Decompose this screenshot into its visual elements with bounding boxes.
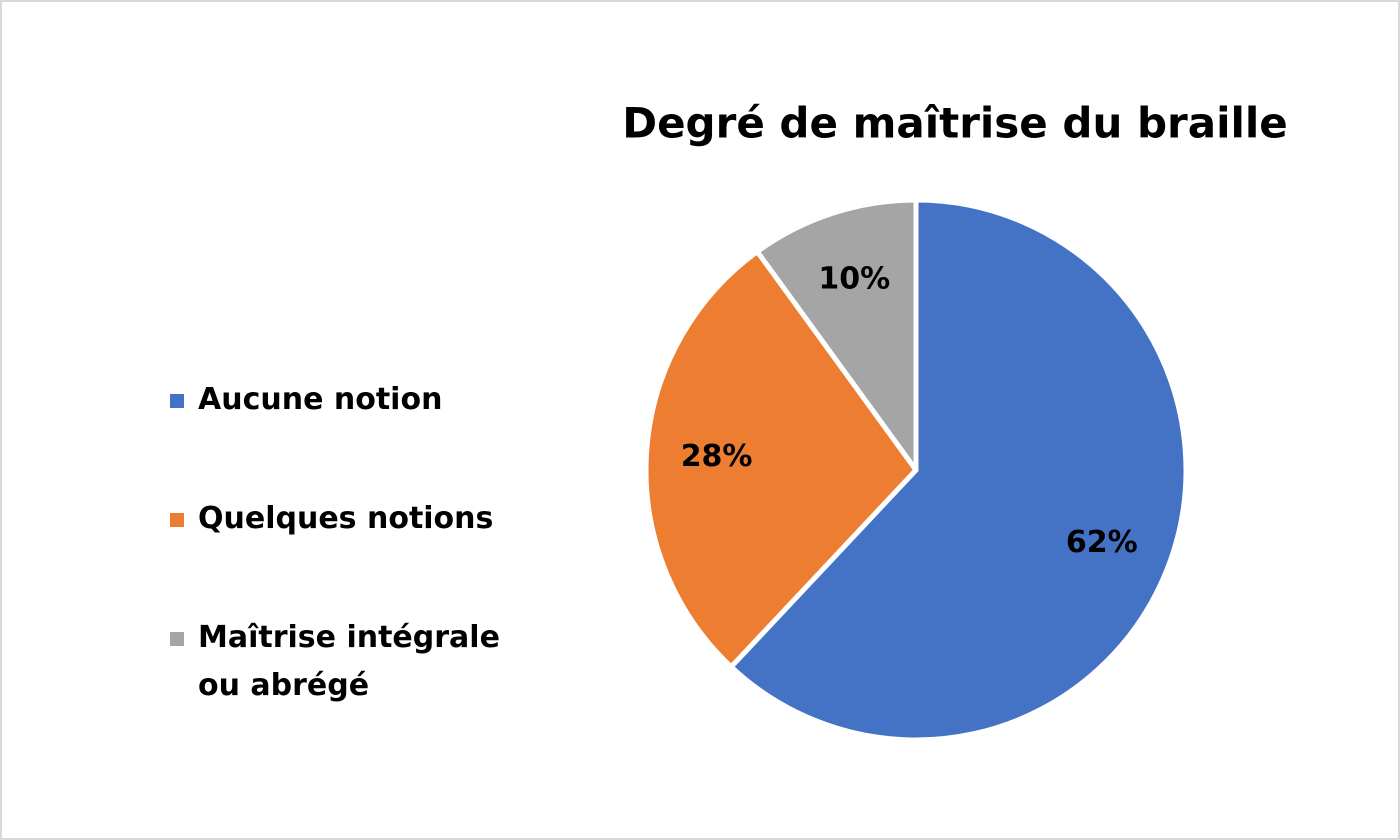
chart-title: Degré de maîtrise du braille	[622, 99, 1288, 148]
legend-label: Maîtrise intégrale ou abrégé	[198, 620, 500, 703]
legend-item: Aucune notion	[170, 376, 550, 424]
legend: Aucune notion Quelques notions Maîtrise in…	[170, 376, 550, 781]
pie-slice	[754, 197, 919, 473]
data-label: 62%	[1066, 525, 1138, 560]
pie-slice	[728, 197, 1189, 743]
legend-label: Quelques notions	[198, 501, 494, 536]
data-label: 28%	[681, 439, 753, 474]
legend-swatch	[170, 394, 184, 408]
legend-label: Aucune notion	[198, 382, 443, 417]
legend-swatch	[170, 513, 184, 527]
data-label: 10%	[818, 261, 890, 296]
legend-item: Maîtrise intégrale ou abrégé	[170, 614, 550, 710]
pie-slice	[643, 249, 919, 670]
legend-item: Quelques notions	[170, 495, 550, 543]
legend-swatch	[170, 632, 184, 646]
